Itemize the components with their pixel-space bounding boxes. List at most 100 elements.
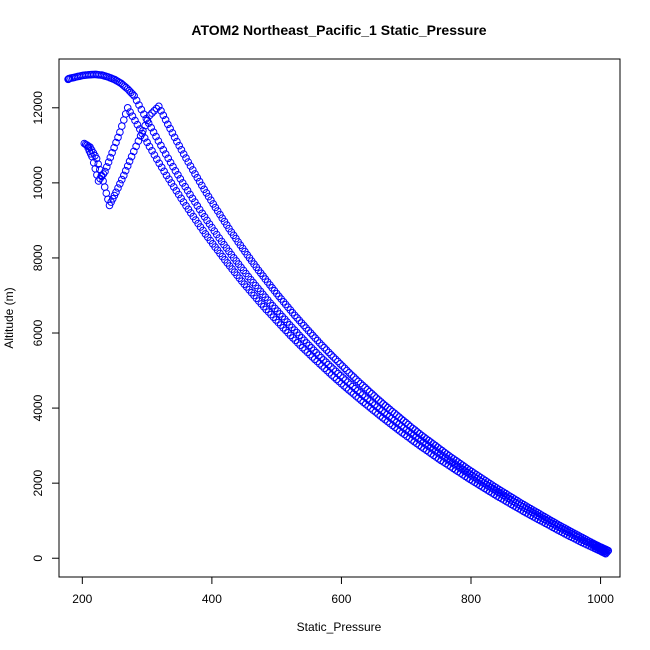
data-point bbox=[167, 179, 176, 187]
data-point bbox=[157, 163, 166, 172]
data-point bbox=[132, 142, 140, 151]
data-point bbox=[364, 402, 373, 410]
data-point bbox=[132, 96, 141, 105]
data-point bbox=[352, 392, 360, 400]
data-point bbox=[152, 132, 160, 141]
data-point bbox=[264, 308, 273, 316]
x-axis-label: Static_Pressure bbox=[297, 620, 382, 634]
data-point bbox=[108, 149, 116, 157]
data-point bbox=[99, 177, 107, 185]
data-point bbox=[120, 116, 128, 124]
data-point bbox=[411, 426, 419, 434]
data-point bbox=[315, 360, 324, 368]
y-axis-label: Altitude (m) bbox=[2, 287, 16, 348]
y-tick-label: 2000 bbox=[31, 469, 45, 496]
data-point bbox=[381, 402, 390, 410]
data-point bbox=[159, 146, 168, 154]
data-point bbox=[106, 153, 115, 162]
data-point bbox=[300, 321, 308, 330]
data-point bbox=[172, 187, 181, 195]
data-point bbox=[302, 324, 310, 332]
data-point bbox=[363, 385, 372, 394]
data-point bbox=[165, 175, 173, 183]
data-point bbox=[400, 430, 409, 439]
data-point bbox=[130, 147, 138, 156]
data-point bbox=[410, 437, 419, 446]
data-point bbox=[283, 318, 292, 326]
y-tick-label: 12000 bbox=[31, 91, 45, 125]
data-point bbox=[359, 381, 367, 390]
data-point bbox=[110, 143, 118, 152]
data-point bbox=[273, 307, 282, 315]
data-point bbox=[296, 341, 304, 350]
data-point bbox=[103, 163, 111, 171]
data-point bbox=[336, 360, 344, 368]
data-point bbox=[204, 192, 213, 201]
data-point bbox=[178, 179, 187, 187]
data-point bbox=[361, 383, 369, 392]
data-point bbox=[302, 339, 311, 347]
data-point bbox=[386, 419, 394, 428]
data-point bbox=[161, 116, 170, 124]
data-point bbox=[135, 101, 143, 109]
data-point bbox=[166, 158, 175, 167]
data-point bbox=[177, 194, 185, 203]
data-point bbox=[331, 355, 340, 364]
x-tick-label: 800 bbox=[461, 592, 481, 606]
data-point bbox=[359, 398, 368, 407]
data-point bbox=[378, 414, 387, 422]
data-point bbox=[342, 384, 351, 392]
data-point bbox=[188, 194, 197, 203]
data-point bbox=[198, 181, 206, 190]
data-point bbox=[168, 129, 177, 137]
data-point bbox=[327, 371, 336, 379]
data-point bbox=[320, 364, 329, 373]
data-point bbox=[357, 396, 365, 405]
data-point bbox=[349, 390, 358, 398]
data-point bbox=[323, 366, 331, 375]
data-point bbox=[64, 75, 72, 84]
data-point bbox=[182, 202, 190, 210]
data-point bbox=[318, 341, 326, 350]
data-point bbox=[405, 434, 414, 442]
data-point bbox=[123, 162, 132, 170]
data-point bbox=[320, 343, 329, 352]
data-point bbox=[403, 432, 411, 441]
data-point bbox=[393, 411, 401, 420]
data-point bbox=[391, 423, 399, 432]
data-point bbox=[329, 353, 338, 361]
data-point bbox=[100, 183, 109, 191]
data-point bbox=[133, 120, 142, 129]
data-point bbox=[344, 386, 353, 394]
data-point bbox=[345, 369, 354, 377]
data-point bbox=[338, 362, 347, 370]
x-tick-label: 1000 bbox=[587, 592, 614, 606]
data-point bbox=[140, 134, 149, 142]
data-point bbox=[189, 166, 197, 174]
data-point bbox=[274, 318, 283, 327]
data-point bbox=[145, 142, 154, 151]
data-point bbox=[340, 382, 348, 390]
data-point bbox=[174, 190, 183, 199]
data-point bbox=[308, 353, 317, 361]
data-point bbox=[370, 392, 379, 400]
data-point bbox=[166, 124, 174, 133]
data-point bbox=[408, 424, 417, 433]
data-point bbox=[374, 396, 383, 404]
data-point bbox=[81, 140, 90, 149]
data-point bbox=[293, 328, 301, 337]
data-point bbox=[179, 150, 188, 158]
data-point bbox=[114, 133, 122, 142]
data-point bbox=[116, 180, 124, 188]
data-point bbox=[128, 112, 137, 120]
data-point bbox=[404, 420, 413, 429]
data-point bbox=[315, 339, 324, 347]
data-point bbox=[139, 127, 147, 135]
data-point bbox=[304, 326, 313, 335]
data-point bbox=[347, 388, 356, 396]
data-point bbox=[399, 417, 408, 425]
data-point bbox=[371, 408, 380, 416]
data-point bbox=[293, 314, 301, 322]
y-tick-label: 0 bbox=[31, 555, 45, 562]
data-point bbox=[379, 400, 388, 408]
